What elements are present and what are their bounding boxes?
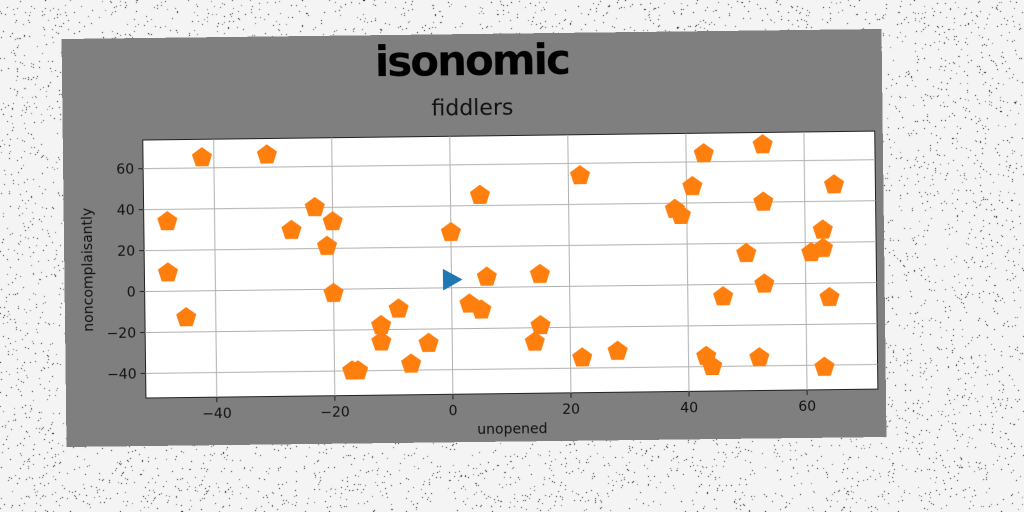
pentagon-point <box>682 175 703 196</box>
data-markers <box>157 134 845 380</box>
y-axis-label: noncomplaisantly <box>80 208 98 332</box>
pentagon-point <box>530 314 551 335</box>
y-tick-label: 40 <box>117 203 135 219</box>
x-tick-label: 60 <box>798 399 816 415</box>
pentagon-point <box>702 355 723 376</box>
pentagon-point <box>347 360 369 380</box>
y-grid-line <box>144 241 877 252</box>
pentagon-point <box>819 286 840 307</box>
pentagon-point <box>401 353 422 373</box>
y-tick-label: 0 <box>127 285 136 301</box>
pentagon-point <box>323 282 344 302</box>
triangle-point <box>442 268 463 291</box>
pentagon-point <box>713 286 734 306</box>
y-tick-label: −20 <box>107 326 137 342</box>
pentagon-point <box>754 273 775 293</box>
pentagon-point <box>572 347 593 367</box>
x-grid-line <box>567 134 572 393</box>
pentagon-point <box>524 331 545 351</box>
y-grid-line <box>145 323 878 334</box>
pentagon-point <box>693 143 714 163</box>
pentagon-point <box>607 340 628 360</box>
x-tick-label: 20 <box>562 402 580 418</box>
x-tick-label: −20 <box>320 405 350 421</box>
pentagon-point <box>529 263 550 284</box>
pentagon-point <box>753 191 774 211</box>
y-grid-line <box>143 200 876 211</box>
pentagon-point <box>812 219 833 239</box>
pentagon-point <box>823 174 845 194</box>
pentagon-point <box>418 332 439 353</box>
pentagon-point <box>316 235 338 255</box>
y-tick-label: 20 <box>117 244 135 260</box>
pentagon-point <box>749 347 770 367</box>
plot-area <box>142 130 879 399</box>
pentagon-point <box>157 211 178 231</box>
y-axis-ticks: −40 −20 0 20 40 60 <box>107 162 146 383</box>
pentagon-point <box>736 242 757 263</box>
pentagon-point <box>388 298 409 318</box>
pentagon-point <box>670 204 691 225</box>
chart-figure: isonomic fiddlers −40 −20 0 20 40 60 −40 −20 0 2… <box>61 29 887 447</box>
pentagon-point <box>752 134 773 154</box>
pentagon-point <box>256 144 278 164</box>
pentagon-point <box>471 299 492 319</box>
pentagon-point <box>371 331 392 351</box>
pentagon-point <box>304 196 325 217</box>
pentagon-point <box>157 262 179 282</box>
pentagon-point <box>322 211 343 231</box>
x-tick-label: 40 <box>680 400 698 416</box>
y-grid-line <box>144 282 877 293</box>
x-grid-line <box>331 137 336 396</box>
x-axis-ticks: −40 −20 0 20 40 60 <box>202 389 816 422</box>
y-tick-label: −40 <box>107 367 137 383</box>
x-tick-label: −40 <box>202 406 232 422</box>
pentagon-point <box>814 356 835 376</box>
x-grid-line <box>685 133 690 392</box>
x-grid-line <box>449 136 454 395</box>
x-tick-label: 0 <box>449 403 458 419</box>
pentagon-point <box>469 184 491 204</box>
pentagon-point <box>569 165 591 185</box>
pentagon-point <box>812 237 834 258</box>
pentagon-point <box>176 307 197 327</box>
scatter-plot: −40 −20 0 20 40 60 −40 −20 0 20 40 60 unopened non… <box>80 130 879 438</box>
x-grid-line <box>213 139 218 398</box>
y-tick-label: 60 <box>116 162 134 178</box>
pentagon-point <box>281 219 302 240</box>
pentagon-point <box>191 147 213 167</box>
y-grid-line <box>143 159 876 170</box>
x-axis-label: unopened <box>477 421 547 438</box>
pentagon-point <box>440 221 461 242</box>
pentagon-point <box>476 266 497 286</box>
